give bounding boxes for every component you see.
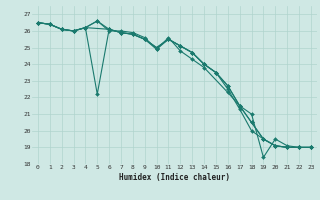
X-axis label: Humidex (Indice chaleur): Humidex (Indice chaleur) bbox=[119, 173, 230, 182]
